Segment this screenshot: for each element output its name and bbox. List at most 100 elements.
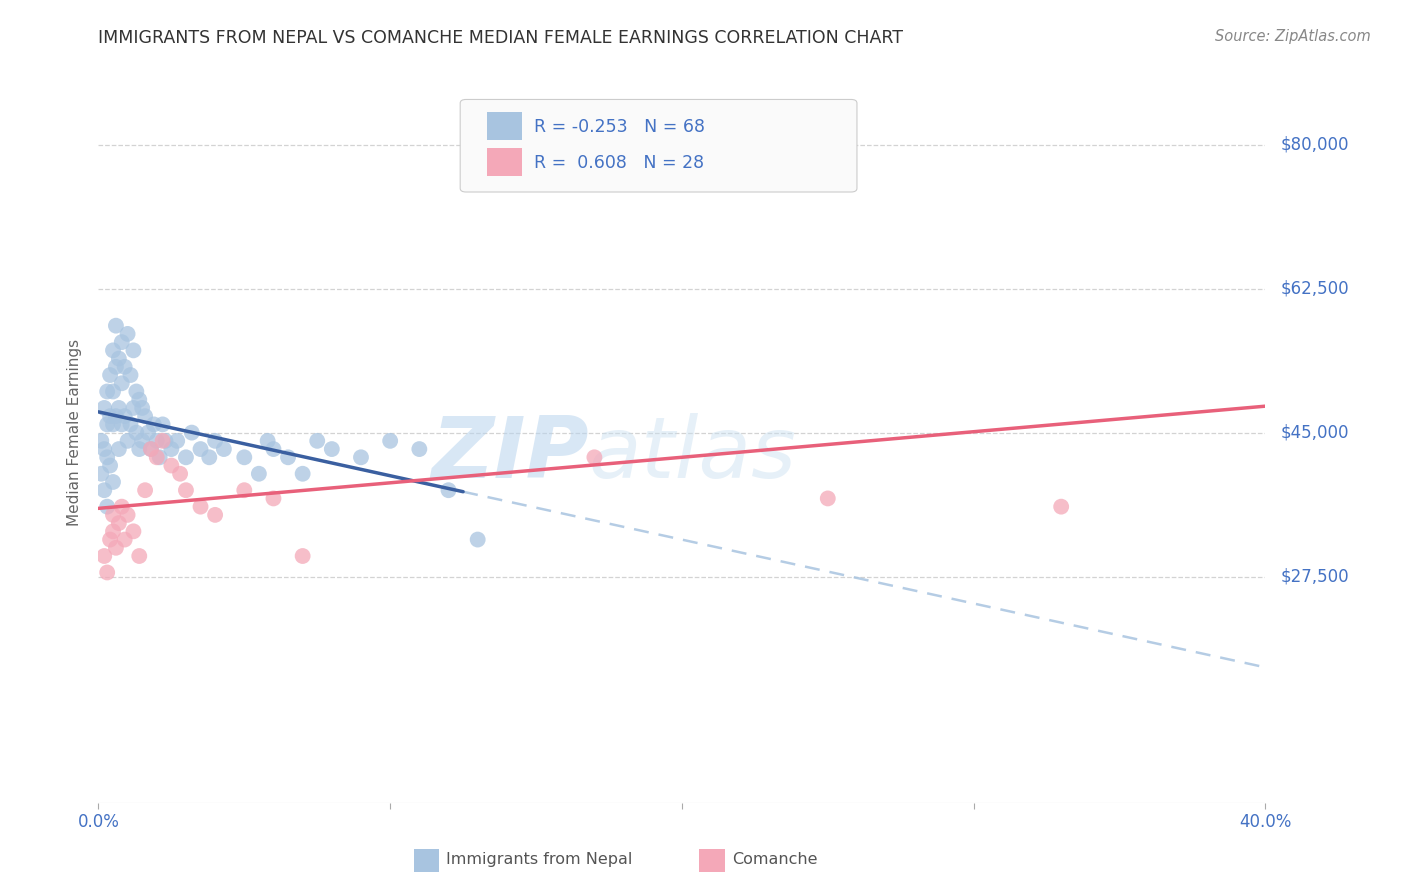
Point <box>321 442 343 456</box>
Point <box>93 549 115 563</box>
Point <box>90 467 112 481</box>
Bar <box>699 849 725 871</box>
Point <box>146 450 169 465</box>
Point <box>134 409 156 424</box>
Point <box>131 401 153 415</box>
Point <box>128 442 150 456</box>
Point <box>96 450 118 465</box>
Point <box>204 434 226 448</box>
Point <box>134 483 156 498</box>
Point <box>101 384 124 399</box>
Point <box>817 491 839 506</box>
Point <box>256 434 278 448</box>
Point <box>152 417 174 432</box>
Point <box>233 483 256 498</box>
Point <box>104 409 127 424</box>
Point <box>96 417 118 432</box>
Point <box>108 401 131 415</box>
Point <box>146 434 169 448</box>
Point <box>101 417 124 432</box>
Point <box>125 384 148 399</box>
Point <box>307 434 329 448</box>
Text: $27,500: $27,500 <box>1281 567 1350 585</box>
Point <box>114 359 136 374</box>
Point <box>96 384 118 399</box>
Point <box>155 434 177 448</box>
Point <box>169 467 191 481</box>
Point <box>350 450 373 465</box>
Point <box>467 145 489 160</box>
Point <box>101 343 124 358</box>
Point <box>204 508 226 522</box>
Point <box>136 425 159 440</box>
Point <box>101 508 124 522</box>
Text: ZIP: ZIP <box>430 413 589 496</box>
Point <box>212 442 235 456</box>
Point <box>96 500 118 514</box>
Point <box>139 442 162 456</box>
Text: IMMIGRANTS FROM NEPAL VS COMANCHE MEDIAN FEMALE EARNINGS CORRELATION CHART: IMMIGRANTS FROM NEPAL VS COMANCHE MEDIAN… <box>98 29 904 47</box>
Point <box>98 533 121 547</box>
Point <box>104 541 127 555</box>
Bar <box>486 112 522 140</box>
Point <box>128 549 150 563</box>
Y-axis label: Median Female Earnings: Median Female Earnings <box>67 339 83 526</box>
Point <box>583 450 606 465</box>
Text: $62,500: $62,500 <box>1281 280 1350 298</box>
Point <box>93 442 115 456</box>
Point <box>233 450 256 465</box>
Text: Source: ZipAtlas.com: Source: ZipAtlas.com <box>1215 29 1371 44</box>
Point <box>114 409 136 424</box>
Point <box>198 450 221 465</box>
Text: R =  0.608   N = 28: R = 0.608 N = 28 <box>534 154 704 172</box>
Point <box>93 401 115 415</box>
Point <box>190 442 212 456</box>
Point <box>93 483 115 498</box>
Text: $80,000: $80,000 <box>1281 136 1350 153</box>
Point <box>174 450 197 465</box>
Text: R = -0.253   N = 68: R = -0.253 N = 68 <box>534 118 704 136</box>
FancyBboxPatch shape <box>460 99 858 192</box>
Point <box>467 533 489 547</box>
Point <box>408 442 430 456</box>
Text: atlas: atlas <box>589 413 797 496</box>
Point <box>120 417 142 432</box>
Bar <box>413 849 439 871</box>
Text: Comanche: Comanche <box>733 853 818 867</box>
Point <box>180 425 202 440</box>
Point <box>104 318 127 333</box>
Point <box>149 450 172 465</box>
Point <box>160 442 183 456</box>
Point <box>291 549 314 563</box>
Point <box>1050 500 1073 514</box>
Point <box>101 475 124 489</box>
Point <box>152 434 174 448</box>
Point <box>108 442 131 456</box>
Point <box>101 524 124 539</box>
Point <box>122 524 145 539</box>
Text: Immigrants from Nepal: Immigrants from Nepal <box>446 853 633 867</box>
Point <box>111 417 134 432</box>
Point <box>108 351 131 366</box>
Point <box>111 376 134 391</box>
Point <box>277 450 299 465</box>
Point <box>131 434 153 448</box>
Point <box>96 566 118 580</box>
Point <box>262 442 284 456</box>
Point <box>117 326 139 341</box>
Point <box>98 409 121 424</box>
Point <box>174 483 197 498</box>
Point <box>139 442 162 456</box>
Point <box>114 533 136 547</box>
Point <box>122 343 145 358</box>
Bar <box>486 148 522 177</box>
Point <box>90 434 112 448</box>
Point <box>380 434 402 448</box>
Point <box>291 467 314 481</box>
Point <box>262 491 284 506</box>
Point <box>437 483 460 498</box>
Point <box>247 467 270 481</box>
Point <box>120 368 142 382</box>
Point <box>128 392 150 407</box>
Point <box>98 368 121 382</box>
